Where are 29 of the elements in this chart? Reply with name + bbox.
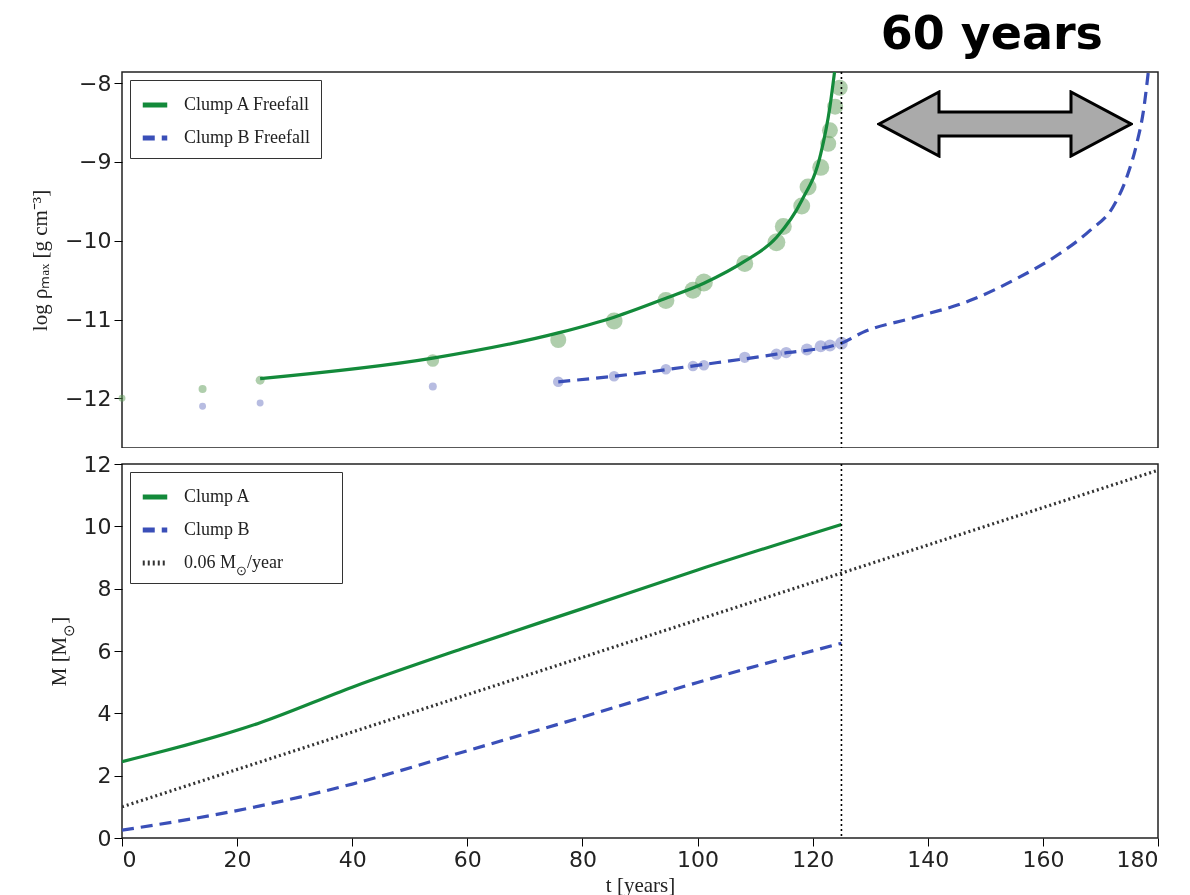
y-tick-label: −12	[65, 385, 112, 411]
y-axis-title: log ρₘₐₓ [g cm⁻³]	[28, 189, 53, 332]
y-tick-label: −9	[79, 149, 112, 175]
x-tick-label: 20	[223, 846, 252, 872]
y-tick-label: 0	[97, 825, 112, 851]
x-tick-label: 80	[568, 846, 597, 872]
legend-label: Clump B	[184, 519, 250, 539]
y-tick-label: 12	[83, 451, 112, 477]
y-tick-label: 8	[97, 576, 112, 602]
x-tick-label: 180	[1116, 846, 1159, 872]
x-tick-label: 160	[1022, 846, 1065, 872]
y-tick-label: −11	[65, 307, 112, 333]
x-tick-label: 120	[792, 846, 835, 872]
x-tick-label: 60	[453, 846, 482, 872]
y-tick-label: 6	[97, 638, 112, 664]
legend-label: Clump B Freefall	[184, 127, 310, 147]
legend-label: Clump A Freefall	[184, 94, 309, 114]
x-tick-label: 0	[122, 846, 137, 872]
legend-label: Clump A	[184, 486, 250, 506]
y-tick-label: 10	[83, 513, 112, 539]
y-tick-label: 2	[97, 763, 112, 789]
x-tick-label: 100	[677, 846, 720, 872]
legend-label: 0.06 M$_{⊙}$/year	[184, 552, 283, 578]
x-tick-label: 40	[338, 846, 367, 872]
text: 60 years	[880, 6, 1103, 61]
y-tick-label: 4	[97, 700, 112, 726]
y-tick-label: −10	[65, 228, 112, 254]
x-tick-label: 140	[907, 846, 950, 872]
y-tick-label: −8	[79, 70, 112, 96]
